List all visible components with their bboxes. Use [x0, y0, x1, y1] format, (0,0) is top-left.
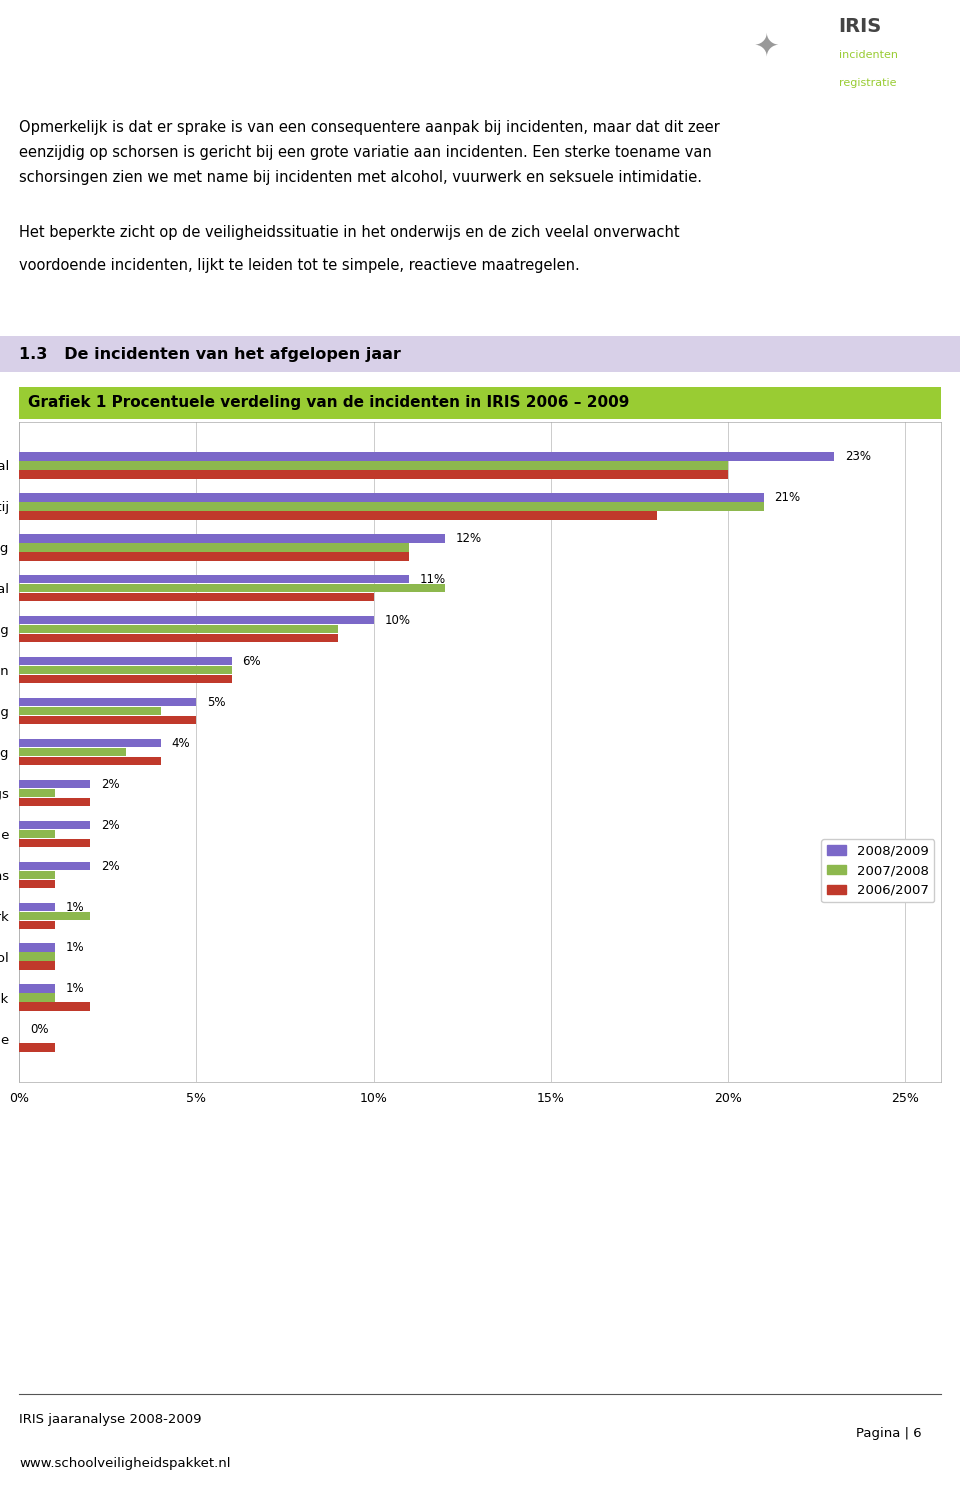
Text: Grafiek 1 Procentuele verdeling van de incidenten in IRIS 2006 – 2009: Grafiek 1 Procentuele verdeling van de i…	[29, 396, 630, 411]
Text: 5%: 5%	[207, 696, 226, 709]
Bar	[19, 543, 409, 552]
Text: Opmerkelijk is dat er sprake is van een consequentere aanpak bij incidenten, maa: Opmerkelijk is dat er sprake is van een …	[19, 120, 720, 135]
Text: ✦: ✦	[754, 33, 779, 61]
Text: 10%: 10%	[384, 613, 410, 627]
Text: voordoende incidenten, lijkt te leiden tot te simpele, reactieve maatregelen.: voordoende incidenten, lijkt te leiden t…	[19, 258, 580, 273]
Bar	[19, 634, 338, 643]
Bar	[19, 576, 409, 583]
Bar	[19, 666, 232, 675]
Bar	[19, 871, 55, 880]
Text: incidenten: incidenten	[839, 49, 898, 60]
Text: registratie: registratie	[839, 78, 896, 88]
Text: www.schoolveiligheidspakket.nl: www.schoolveiligheidspakket.nl	[19, 1457, 230, 1471]
Text: eenzijdig op schorsen is gericht bij een grote variatie aan incidenten. Een ster: eenzijdig op schorsen is gericht bij een…	[19, 145, 712, 160]
Legend: 2008/2009, 2007/2008, 2006/2007: 2008/2009, 2007/2008, 2006/2007	[822, 839, 934, 902]
Text: 1%: 1%	[65, 941, 84, 955]
Bar	[19, 757, 161, 766]
Bar	[19, 911, 90, 920]
Text: 4%: 4%	[172, 736, 190, 750]
Text: 11%: 11%	[420, 573, 445, 586]
Bar	[19, 534, 444, 543]
Bar	[19, 838, 90, 847]
Text: Pagina | 6: Pagina | 6	[856, 1427, 922, 1441]
Text: 0%: 0%	[30, 1024, 48, 1036]
Text: IRIS jaaranalyse 2008-2009: IRIS jaaranalyse 2008-2009	[19, 1414, 202, 1427]
Bar	[19, 920, 55, 929]
Bar	[19, 788, 55, 797]
Bar	[19, 594, 373, 601]
Bar	[19, 994, 55, 1001]
Bar	[19, 462, 728, 469]
Text: 1%: 1%	[65, 901, 84, 913]
FancyBboxPatch shape	[0, 336, 960, 372]
Bar	[19, 748, 126, 757]
Bar	[19, 471, 728, 478]
Bar	[19, 675, 232, 684]
Text: 1.3   De incidenten van het afgelopen jaar: 1.3 De incidenten van het afgelopen jaar	[19, 346, 401, 361]
Bar	[19, 739, 161, 748]
Text: 1%: 1%	[65, 982, 84, 995]
Bar	[19, 585, 444, 592]
Bar	[19, 952, 55, 961]
Bar	[19, 985, 55, 992]
Bar	[19, 1003, 90, 1010]
Bar	[19, 625, 338, 634]
Bar	[19, 902, 55, 911]
Bar	[19, 961, 55, 970]
Text: 6%: 6%	[243, 655, 261, 667]
Bar	[19, 820, 90, 829]
Bar	[19, 880, 55, 889]
Bar	[19, 1043, 55, 1052]
Bar	[19, 493, 763, 502]
Bar	[19, 715, 197, 724]
Bar	[19, 943, 55, 952]
Bar	[19, 552, 409, 561]
Text: 12%: 12%	[455, 532, 481, 546]
Text: Het beperkte zicht op de veiligheidssituatie in het onderwijs en de zich veelal : Het beperkte zicht op de veiligheidssitu…	[19, 225, 680, 240]
Text: IRIS: IRIS	[839, 18, 882, 36]
Bar	[19, 862, 90, 869]
Bar	[19, 616, 373, 625]
Text: 21%: 21%	[774, 492, 801, 504]
Text: schorsingen zien we met name bij incidenten met alcohol, vuurwerk en seksuele in: schorsingen zien we met name bij inciden…	[19, 169, 702, 184]
Text: 2%: 2%	[101, 818, 119, 832]
Text: 2%: 2%	[101, 778, 119, 790]
Bar	[19, 706, 161, 715]
Bar	[19, 657, 232, 666]
Text: 23%: 23%	[845, 450, 871, 463]
Bar	[19, 502, 763, 511]
FancyBboxPatch shape	[19, 387, 941, 420]
Bar	[19, 779, 90, 788]
Bar	[19, 829, 55, 838]
Text: 2%: 2%	[101, 859, 119, 872]
Bar	[19, 697, 197, 706]
Bar	[19, 511, 658, 520]
Bar	[19, 453, 834, 460]
Bar	[19, 797, 90, 806]
